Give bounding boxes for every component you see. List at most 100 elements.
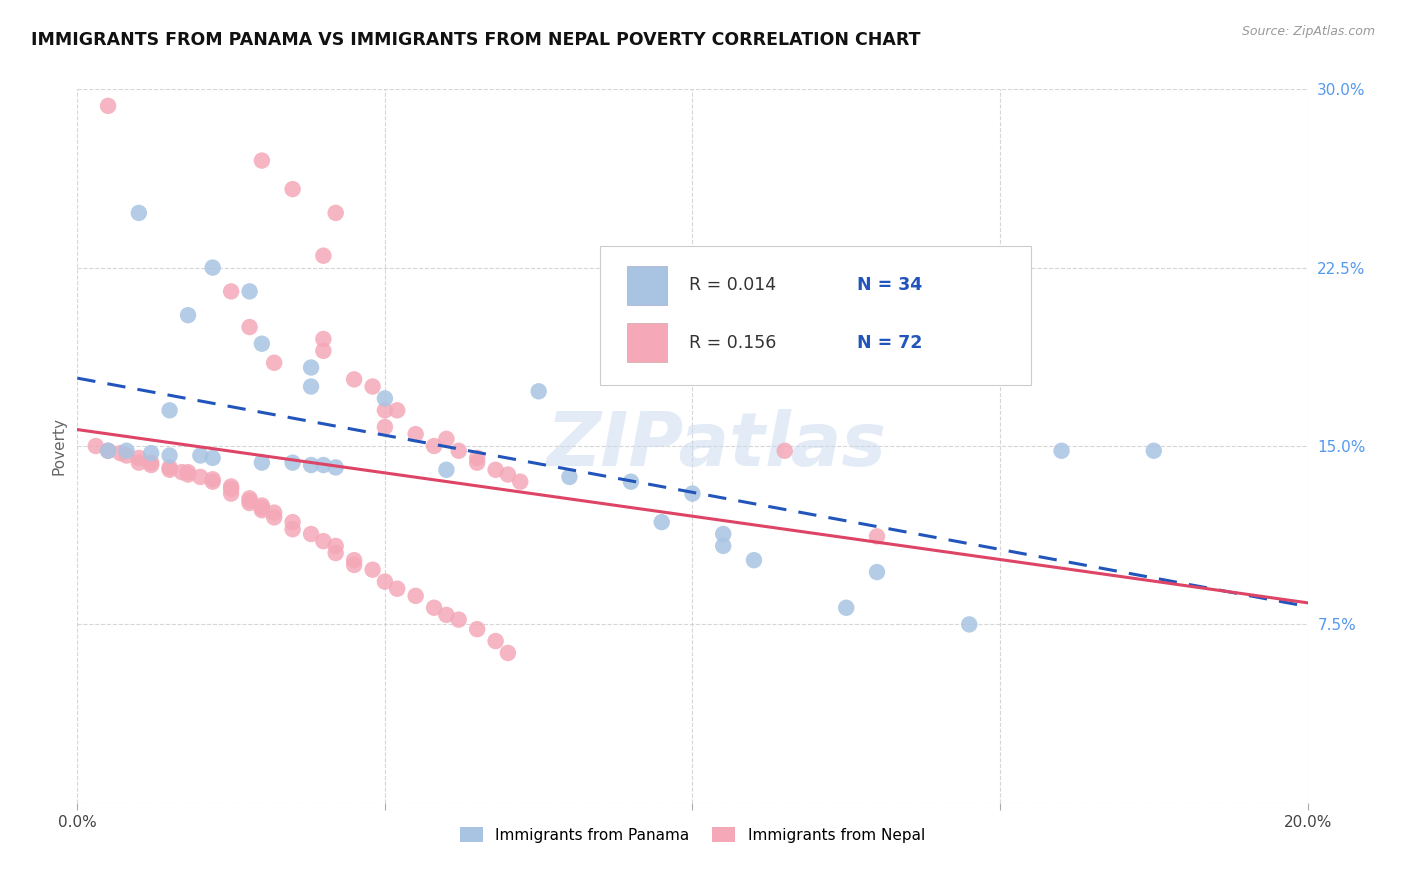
Legend: Immigrants from Panama, Immigrants from Nepal: Immigrants from Panama, Immigrants from … <box>454 821 931 848</box>
Point <box>177 465 200 479</box>
Point <box>188 449 212 463</box>
Point <box>250 503 273 517</box>
Point <box>141 446 163 460</box>
Point <box>250 456 273 470</box>
Point <box>312 458 335 472</box>
Text: N = 34: N = 34 <box>858 277 922 294</box>
Point <box>312 534 335 549</box>
Point <box>239 491 262 506</box>
Point <box>239 493 262 508</box>
Point <box>374 574 396 589</box>
Point <box>263 506 285 520</box>
Point <box>299 458 322 472</box>
Point <box>263 510 285 524</box>
Point <box>1143 443 1166 458</box>
Point <box>866 529 889 543</box>
Point <box>374 403 396 417</box>
FancyBboxPatch shape <box>627 323 666 362</box>
Text: IMMIGRANTS FROM PANAMA VS IMMIGRANTS FROM NEPAL POVERTY CORRELATION CHART: IMMIGRANTS FROM PANAMA VS IMMIGRANTS FRO… <box>31 31 921 49</box>
Point <box>1050 443 1073 458</box>
Point <box>682 486 704 500</box>
Point <box>219 482 242 496</box>
Point <box>201 260 224 275</box>
Point <box>361 379 384 393</box>
Point <box>361 563 384 577</box>
Point <box>711 539 734 553</box>
Point <box>177 467 200 482</box>
Point <box>312 249 335 263</box>
Point <box>159 463 181 477</box>
Point <box>141 456 163 470</box>
Point <box>436 432 458 446</box>
Point <box>742 553 765 567</box>
Point <box>343 372 366 386</box>
Point <box>527 384 550 399</box>
Point <box>405 427 427 442</box>
Point <box>97 443 120 458</box>
Point <box>423 600 446 615</box>
Point <box>281 456 304 470</box>
Point <box>374 392 396 406</box>
Point <box>312 332 335 346</box>
Point <box>496 467 519 482</box>
Point <box>558 470 581 484</box>
Point <box>436 607 458 622</box>
Point <box>281 182 304 196</box>
Point <box>374 420 396 434</box>
Point <box>343 558 366 572</box>
Point <box>496 646 519 660</box>
Point <box>128 450 150 465</box>
Point <box>250 336 273 351</box>
Point <box>110 446 132 460</box>
Point <box>835 600 858 615</box>
Point <box>447 443 470 458</box>
Point <box>239 320 262 334</box>
Point <box>170 465 193 479</box>
Point <box>325 539 347 553</box>
Point <box>188 470 212 484</box>
Point <box>509 475 531 489</box>
Point <box>219 479 242 493</box>
Point <box>201 475 224 489</box>
Point <box>159 449 181 463</box>
Point <box>804 332 827 346</box>
FancyBboxPatch shape <box>627 266 666 305</box>
Point <box>343 553 366 567</box>
Point <box>773 443 796 458</box>
Point <box>97 99 120 113</box>
Text: Source: ZipAtlas.com: Source: ZipAtlas.com <box>1241 25 1375 38</box>
Point <box>263 356 285 370</box>
Point <box>485 634 508 648</box>
Point <box>385 582 409 596</box>
Point <box>866 565 889 579</box>
Point <box>239 496 262 510</box>
Point <box>115 443 138 458</box>
Point <box>325 546 347 560</box>
Point <box>465 622 488 636</box>
Point <box>447 613 470 627</box>
Text: R = 0.014: R = 0.014 <box>689 277 776 294</box>
Point <box>250 153 273 168</box>
Point <box>159 403 181 417</box>
Point <box>128 456 150 470</box>
Point <box>128 206 150 220</box>
Point <box>405 589 427 603</box>
Point <box>97 443 120 458</box>
Point <box>84 439 107 453</box>
Point <box>299 379 322 393</box>
Y-axis label: Poverty: Poverty <box>51 417 66 475</box>
Point <box>201 450 224 465</box>
Point <box>281 515 304 529</box>
FancyBboxPatch shape <box>600 246 1031 385</box>
Text: N = 72: N = 72 <box>858 334 922 351</box>
Point <box>325 460 347 475</box>
Point <box>385 403 409 417</box>
Point <box>299 527 322 541</box>
Point <box>177 308 200 322</box>
Point <box>312 343 335 358</box>
Point <box>250 499 273 513</box>
Point <box>651 515 673 529</box>
Point <box>115 449 138 463</box>
Point <box>957 617 980 632</box>
Point <box>219 285 242 299</box>
